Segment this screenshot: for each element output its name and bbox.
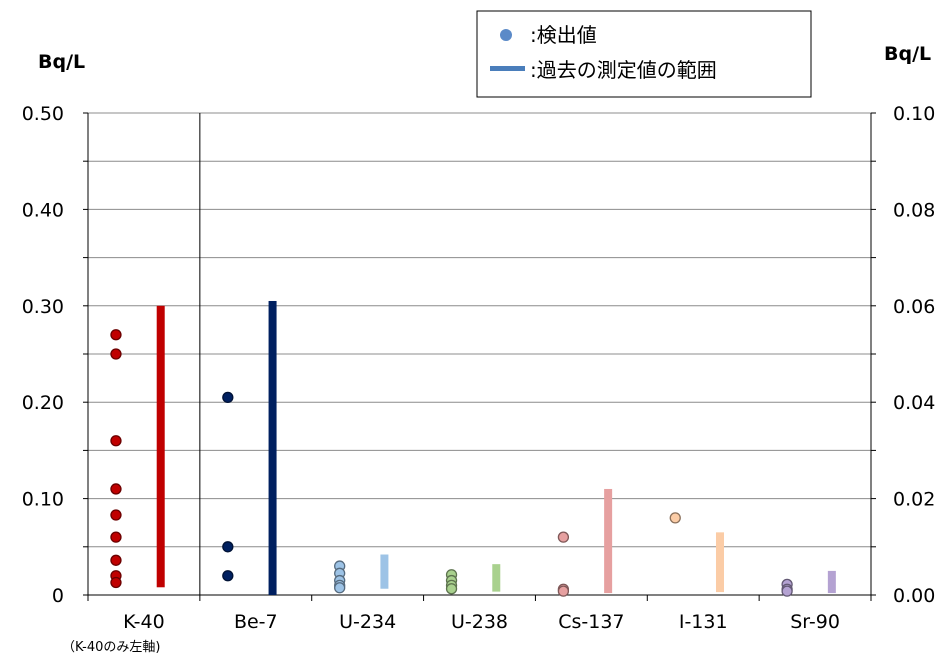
detected-point-be-7 — [222, 391, 234, 404]
axes — [83, 112, 876, 601]
range-bar-u-234 — [380, 554, 389, 589]
detected-point-k-40 — [110, 435, 122, 447]
detected-point-k-40 — [110, 509, 122, 521]
left-tick-label: 0.40 — [22, 199, 64, 221]
detected-point-k-40 — [110, 576, 122, 589]
left-tick-label: 0.50 — [22, 103, 64, 125]
k40-axis-note: （K-40のみ左軸) — [62, 640, 160, 655]
range-bar-i-131 — [715, 532, 724, 593]
category-label: I-131 — [679, 611, 728, 633]
range-bar-k-40 — [156, 305, 165, 588]
legend-range-marker — [490, 66, 525, 71]
category-label: Sr-90 — [790, 611, 840, 633]
left-axis-unit: Bq/L — [38, 51, 85, 73]
detected-point-u-234 — [334, 582, 346, 594]
gridlines — [88, 112, 871, 548]
range-bar-sr-90 — [827, 570, 836, 594]
detected-point-k-40 — [110, 329, 122, 341]
right-tick-label: 0.10 — [893, 103, 935, 125]
legend-detected-label: :検出値 — [530, 23, 597, 47]
legend-detected-marker — [500, 29, 512, 41]
left-tick-label: 0 — [52, 585, 64, 607]
detected-point-k-40 — [110, 483, 122, 495]
detected-point-cs-137 — [557, 531, 570, 543]
right-tick-label: 0.06 — [893, 296, 935, 318]
detected-point-k-40 — [110, 348, 122, 360]
range-bar-u-238 — [492, 564, 501, 592]
legend-range-label: :過去の測定値の範囲 — [530, 58, 717, 82]
range-bar-be-7 — [268, 300, 277, 595]
category-label: K-40 — [123, 611, 165, 633]
detected-point-sr-90 — [781, 585, 793, 597]
right-axis-unit: Bq/L — [884, 43, 931, 65]
range-bar-cs-137 — [604, 488, 613, 594]
detected-point-cs-137 — [557, 585, 570, 597]
legend: :検出値 :過去の測定値の範囲 — [476, 10, 812, 98]
detected-point-k-40 — [110, 531, 122, 543]
category-label: Be-7 — [234, 611, 278, 633]
right-tick-label: 0.04 — [893, 392, 935, 414]
detected-point-k-40 — [110, 554, 122, 566]
right-tick-label: 0.02 — [893, 489, 935, 511]
right-tick-label: 0.08 — [893, 199, 935, 221]
left-tick-label: 0.30 — [22, 296, 64, 318]
detected-point-be-7 — [222, 570, 234, 582]
detected-point-be-7 — [222, 541, 234, 553]
left-tick-label: 0.10 — [22, 489, 64, 511]
right-tick-label: 0.00 — [893, 585, 935, 607]
category-label: Cs-137 — [558, 611, 624, 633]
detected-points — [110, 329, 793, 597]
category-label: U-234 — [339, 611, 396, 633]
axis-labels: 0 0.10 0.20 0.30 0.40 0.50 0.00 0.02 0.04 0.06 0.0… — [22, 103, 936, 633]
detected-point-u-238 — [445, 583, 458, 595]
left-tick-label: 0.20 — [22, 392, 64, 414]
legend-box — [476, 10, 812, 98]
range-bars — [156, 300, 836, 595]
detected-point-i-131 — [669, 512, 681, 524]
category-label: U-238 — [451, 611, 508, 633]
